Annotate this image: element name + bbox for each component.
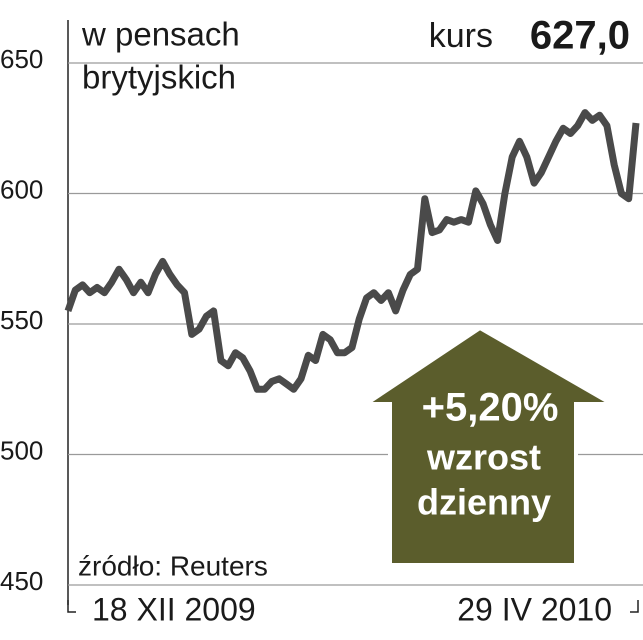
- line: [64, 109, 640, 393]
- annotation: wzrost: [426, 437, 541, 478]
- x-bracket-left: [67, 600, 76, 613]
- y-tick-label: 650: [0, 44, 43, 74]
- unit-line: brytyjskich: [82, 59, 236, 96]
- x-tick-label: 29 IV 2010: [457, 591, 612, 627]
- annotation: dzienny: [417, 482, 551, 523]
- source: źródło: Reuters: [78, 550, 268, 581]
- unit-line: w pensach: [81, 16, 240, 53]
- x-bracket-right: [630, 600, 639, 613]
- plot: 450 500 550 600 650 18 XII 2009 29 IV 2010: [0, 44, 643, 627]
- price: 627,0: [530, 14, 630, 58]
- y-tick-label: 550: [0, 305, 43, 335]
- x-tick-label: 18 XII 2009: [92, 591, 256, 627]
- y-tick-label: 500: [0, 435, 43, 465]
- annotation: +5,20%: [422, 386, 559, 430]
- y-tick-label: 450: [0, 566, 43, 596]
- price-caption: kurs: [429, 17, 493, 55]
- y-tick-label: 600: [0, 174, 43, 204]
- arrow: [359, 325, 620, 567]
